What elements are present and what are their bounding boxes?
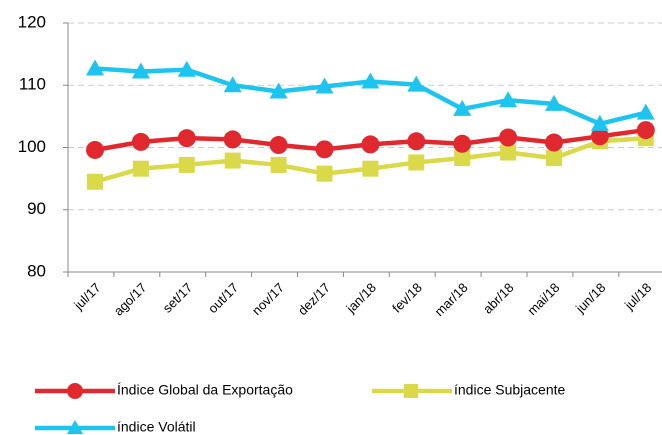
marker: [177, 60, 196, 77]
marker: [178, 156, 195, 173]
x-tick-label: dez/17: [295, 280, 333, 318]
marker: [361, 72, 380, 89]
marker: [407, 75, 426, 92]
legend-item: Índice Global da Exportação: [35, 382, 293, 399]
marker: [499, 91, 518, 108]
marker: [86, 140, 104, 159]
marker: [545, 133, 563, 152]
marker: [361, 135, 380, 154]
marker: [86, 59, 104, 76]
marker: [407, 132, 426, 151]
marker: [499, 128, 518, 147]
marker: [636, 121, 655, 140]
marker: [224, 152, 241, 169]
legend-marker: [67, 383, 83, 399]
x-tick-label: out/17: [205, 280, 241, 316]
y-tick-label: 100: [18, 137, 46, 156]
marker: [223, 76, 242, 93]
marker: [315, 77, 334, 94]
legend-label: índice Subjacente: [454, 382, 566, 398]
y-tick-label: 120: [18, 12, 46, 31]
marker: [453, 134, 472, 153]
marker: [269, 82, 288, 99]
marker: [362, 160, 379, 177]
x-tick-label: abr/18: [480, 280, 517, 317]
x-tick-label: mai/18: [524, 280, 562, 318]
marker: [454, 150, 471, 167]
marker: [269, 136, 288, 155]
y-tick-label: 110: [19, 75, 46, 94]
marker: [590, 127, 609, 146]
marker: [590, 114, 609, 131]
x-tick-label: set/17: [160, 280, 196, 316]
marker: [453, 99, 472, 116]
x-tick-label: jan/18: [343, 280, 379, 316]
x-tick-label: nov/17: [249, 280, 287, 318]
marker: [223, 130, 242, 149]
marker: [636, 103, 655, 120]
marker: [270, 156, 287, 173]
x-tick-label: jul/17: [70, 280, 103, 313]
marker: [500, 144, 517, 161]
marker: [316, 165, 333, 182]
marker: [177, 129, 196, 148]
marker: [315, 140, 334, 159]
legend-label: Índice Global da Exportação: [117, 382, 293, 398]
legend-marker: [404, 384, 418, 398]
x-tick-label: jul/18: [621, 280, 654, 313]
marker: [132, 160, 149, 177]
x-tick-label: mar/18: [432, 280, 471, 319]
marker: [546, 150, 562, 167]
legend-item: índice Volátil: [35, 419, 196, 435]
x-tick-label: fev/18: [389, 280, 425, 316]
legend-label: índice Volátil: [117, 419, 196, 435]
y-tick-label: 90: [27, 199, 46, 218]
y-tick-label: 80: [27, 261, 46, 280]
marker: [545, 94, 563, 111]
marker: [408, 154, 425, 171]
marker: [87, 173, 103, 190]
legend-item: índice Subjacente: [372, 382, 566, 398]
x-tick-label: ago/17: [111, 280, 150, 319]
x-tick-label: jun/18: [572, 280, 608, 316]
legend-marker: [67, 420, 83, 434]
marker: [131, 132, 150, 151]
marker: [131, 62, 150, 79]
